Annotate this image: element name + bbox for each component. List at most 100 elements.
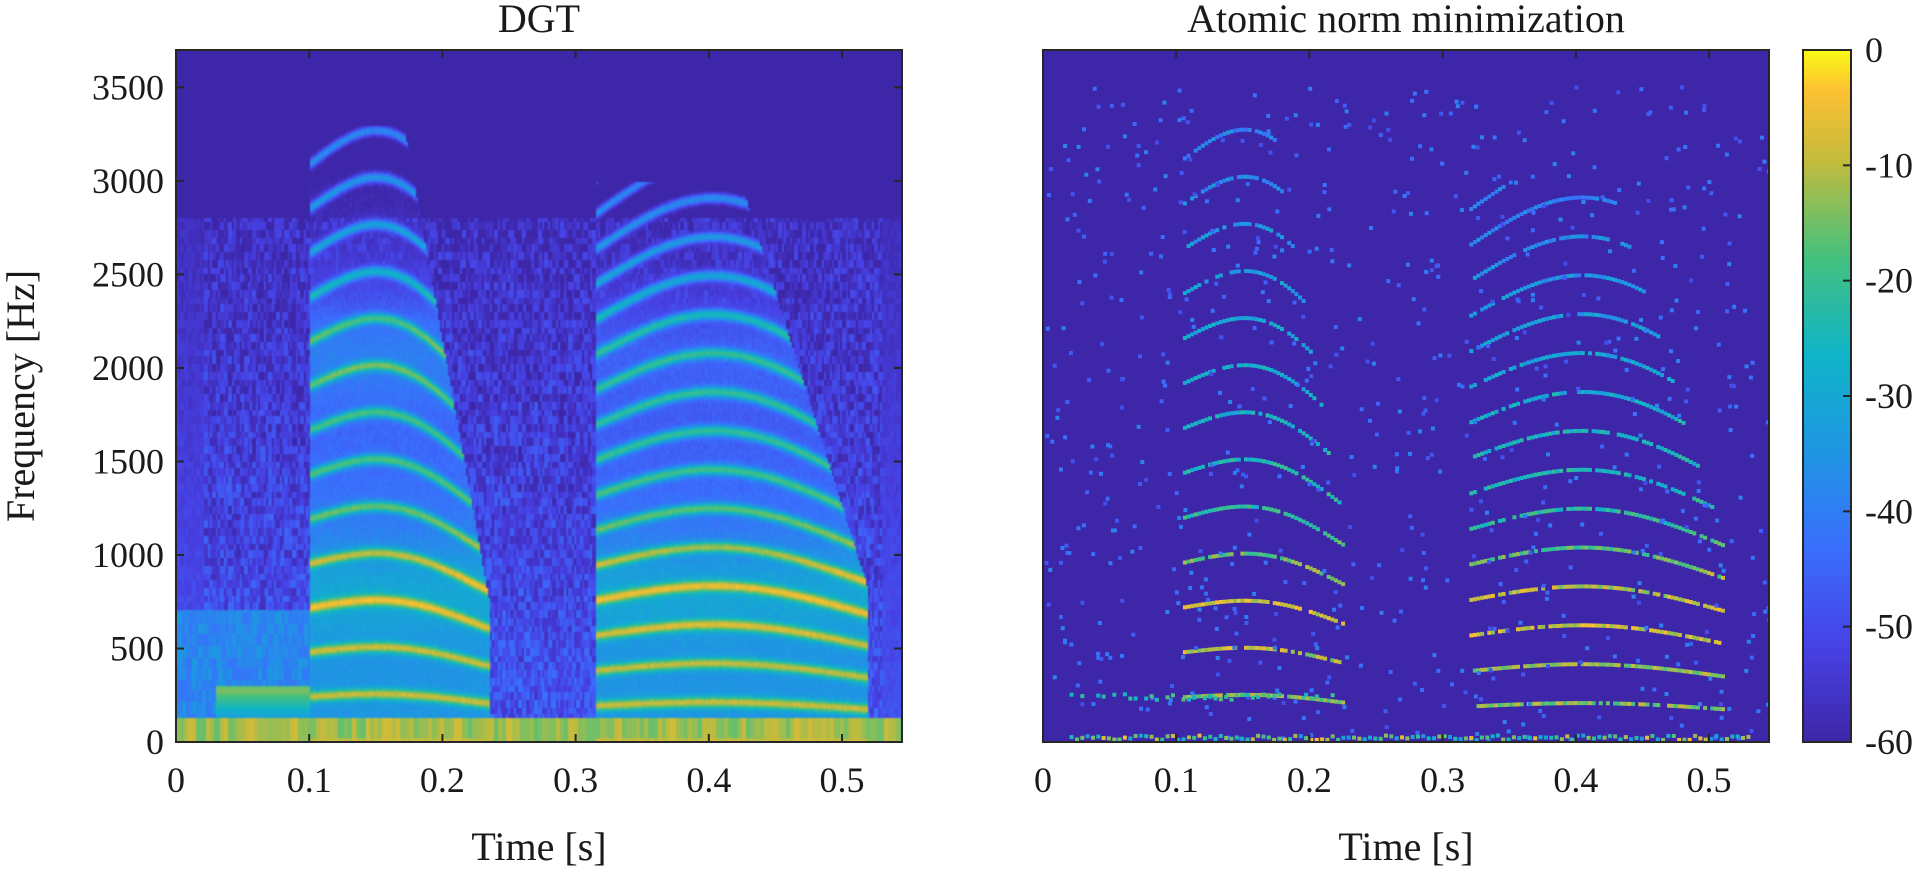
atom-mark [1580, 234, 1585, 239]
atom-mark [1341, 700, 1346, 705]
atom-mark [1170, 684, 1175, 688]
atom-mark [1530, 207, 1535, 211]
atom-mark [1492, 135, 1497, 140]
atom-mark [1526, 626, 1531, 631]
atom-mark [1577, 701, 1582, 706]
atom-mark [1102, 259, 1107, 264]
atom-mark [1523, 361, 1528, 366]
atom-mark [1490, 666, 1495, 671]
atom-mark [1605, 469, 1610, 474]
atom-mark [1209, 471, 1213, 476]
atom-mark [1200, 694, 1205, 699]
atom-mark [1555, 391, 1560, 396]
atom-mark [1620, 395, 1625, 400]
atom-mark [1570, 429, 1574, 434]
atom-mark [1197, 602, 1202, 607]
atom-mark [1688, 530, 1693, 534]
atom-mark [1091, 552, 1096, 557]
atom-mark [1637, 600, 1641, 605]
atom-mark [1494, 226, 1499, 231]
atom-mark [1636, 658, 1641, 663]
atom-mark [1301, 695, 1306, 700]
anm-heatmap [1043, 50, 1769, 742]
atom-mark [1174, 590, 1179, 595]
atom-mark [1570, 584, 1574, 589]
atom-mark [1179, 171, 1184, 175]
atom-mark [1326, 616, 1331, 621]
atom-mark [1215, 321, 1220, 326]
atom-mark [1677, 704, 1682, 709]
atom-mark [1588, 701, 1592, 706]
atom-mark [1085, 490, 1090, 495]
atom-mark [1193, 376, 1198, 381]
atom-mark [1304, 692, 1309, 697]
atom-mark [1287, 694, 1292, 699]
atom-mark [1476, 596, 1481, 601]
atom-mark [1315, 654, 1320, 659]
atom-mark [1612, 654, 1617, 659]
atom-mark [1669, 349, 1673, 354]
atom-mark [1577, 506, 1582, 511]
atom-mark [1333, 659, 1338, 664]
atom-mark [1537, 204, 1542, 208]
atom-mark [1211, 693, 1216, 698]
atom-mark [1469, 242, 1474, 247]
atom-mark [1546, 664, 1551, 669]
atom-mark [1501, 703, 1506, 707]
atom-mark [1244, 410, 1248, 415]
atom-mark [1193, 285, 1198, 290]
atom-mark [1562, 235, 1567, 240]
atom-mark [1209, 463, 1214, 468]
atom-mark [1577, 312, 1582, 317]
dgt-panel: DGT 0 0.1 0.2 0.3 0.4 0.5 0500100015002000250… [0, 0, 903, 869]
atom-mark [1096, 651, 1101, 656]
atom-mark [1469, 597, 1474, 602]
atom-mark [1527, 736, 1532, 741]
atom-mark [1280, 556, 1284, 561]
atom-mark [1474, 104, 1479, 109]
atom-mark [1609, 624, 1614, 629]
atom-mark [1190, 241, 1195, 246]
atom-mark [1639, 318, 1644, 322]
atom-mark [1341, 582, 1346, 587]
atom-mark [1280, 418, 1284, 423]
atom-mark [1514, 568, 1519, 573]
atom-mark [1749, 729, 1754, 733]
atom-mark [1544, 596, 1549, 601]
atom-mark [1541, 471, 1546, 476]
atom-mark [1658, 551, 1663, 556]
atom-mark [1695, 670, 1700, 675]
atom-mark [1240, 504, 1245, 509]
atom-mark [1063, 640, 1067, 645]
atom-mark [1580, 390, 1585, 394]
atom-mark [1352, 735, 1356, 740]
atom-mark [1669, 207, 1674, 212]
atom-mark [1177, 88, 1182, 93]
atom-mark [1159, 254, 1164, 259]
atom-mark [1598, 352, 1603, 357]
atom-mark [1330, 699, 1335, 704]
atom-mark [1685, 563, 1690, 568]
atom-mark [1334, 99, 1339, 104]
atom-mark [1448, 111, 1453, 116]
atom-mark [1541, 317, 1546, 322]
atom-mark [1533, 531, 1538, 536]
atom-mark [1605, 353, 1610, 358]
atom-mark [1337, 700, 1342, 705]
atom-mark [1652, 332, 1657, 337]
atom-mark [1677, 597, 1682, 602]
atom-mark [1177, 516, 1182, 520]
atom-mark [1267, 420, 1272, 425]
atom-mark [1322, 183, 1327, 187]
atom-mark [1137, 481, 1142, 486]
atom-mark [1409, 525, 1414, 530]
atom-mark [1580, 428, 1585, 433]
atom-mark [1498, 555, 1502, 560]
atom-mark [1552, 624, 1556, 629]
atom-mark [1222, 412, 1227, 417]
atom-mark [1580, 506, 1585, 511]
atom-mark [1429, 258, 1434, 263]
atom-mark [1588, 545, 1592, 550]
atom-mark [1652, 665, 1657, 670]
